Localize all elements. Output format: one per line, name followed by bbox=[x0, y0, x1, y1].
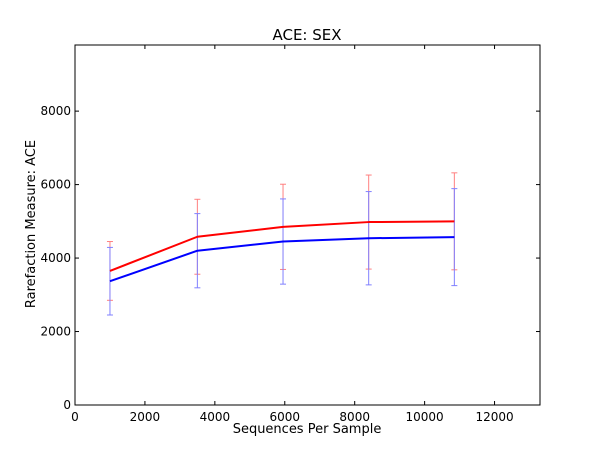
x-axis-label: Sequences Per Sample bbox=[233, 422, 382, 437]
y-tick-label: 4000 bbox=[40, 251, 71, 265]
y-tick-label: 8000 bbox=[40, 104, 71, 118]
chart-title: ACE: SEX bbox=[272, 26, 341, 44]
x-tick-label: 12000 bbox=[475, 410, 513, 424]
plot-area bbox=[106, 172, 458, 316]
x-tick-label: 8000 bbox=[339, 410, 370, 424]
y-tick-label: 2000 bbox=[40, 325, 71, 339]
y-tick-label: 6000 bbox=[40, 178, 71, 192]
x-tick-label: 6000 bbox=[270, 410, 301, 424]
series-1-line bbox=[109, 236, 455, 283]
y-tick-label: 0 bbox=[63, 398, 71, 412]
x-tick-label: 4000 bbox=[200, 410, 231, 424]
x-tick-label: 2000 bbox=[130, 410, 161, 424]
x-tick-label: 0 bbox=[71, 410, 79, 424]
plot-frame bbox=[74, 44, 541, 406]
x-tick-label: 10000 bbox=[406, 410, 444, 424]
plot-border bbox=[74, 44, 541, 406]
axis-ticks: 0 2000 4000 6000 8000 10000 12000 0 2000 4000 6000… bbox=[40, 45, 540, 424]
series-0-line bbox=[109, 220, 455, 272]
y-axis-label: Rarefaction Measure: ACE bbox=[24, 140, 39, 308]
